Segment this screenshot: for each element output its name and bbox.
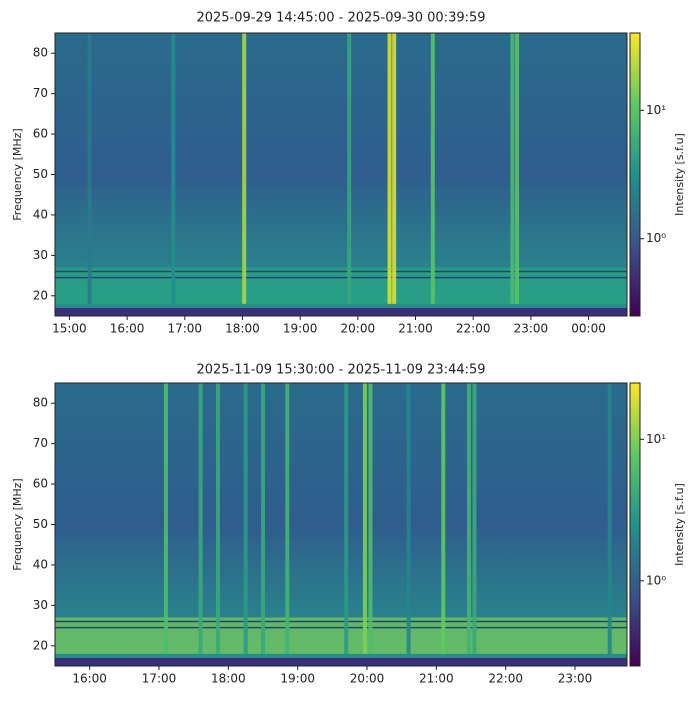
- y-tick-label: 20: [33, 288, 48, 302]
- burst: [406, 383, 411, 654]
- chart-title: 2025-09-29 14:45:00 - 2025-09-30 00:39:5…: [196, 11, 485, 26]
- y-tick-label: 80: [33, 396, 48, 410]
- band: [55, 267, 627, 304]
- burst: [171, 33, 176, 304]
- y-tick-label: 40: [33, 207, 48, 221]
- colorbar-tick-label: 10⁰: [646, 231, 666, 245]
- burst: [392, 33, 397, 304]
- y-tick-label: 20: [33, 638, 48, 652]
- burst: [368, 383, 373, 654]
- burst: [387, 33, 392, 304]
- colorbar-tick-label: 10⁰: [646, 573, 666, 587]
- x-tick-label: 15:00: [52, 322, 87, 336]
- y-tick-label: 30: [33, 248, 48, 262]
- x-tick-label: 21:00: [398, 322, 433, 336]
- colorbar-label: Intensity [s.f.u]: [673, 483, 686, 566]
- x-tick-label: 19:00: [280, 672, 315, 686]
- y-axis-label: Frequency [MHz]: [11, 128, 24, 220]
- x-tick-label: 22:00: [488, 672, 523, 686]
- x-tick-label: 17:00: [167, 322, 202, 336]
- burst: [430, 33, 435, 304]
- colorbar: [629, 32, 641, 317]
- y-tick-label: 40: [33, 557, 48, 571]
- burst: [285, 383, 290, 654]
- x-tick-label: 16:00: [110, 322, 145, 336]
- burst: [466, 383, 471, 654]
- colorbar: [629, 382, 641, 667]
- burst: [242, 33, 247, 304]
- x-tick-label: 21:00: [419, 672, 454, 686]
- x-tick-label: 16:00: [72, 672, 107, 686]
- y-tick-label: 70: [33, 436, 48, 450]
- burst: [87, 33, 92, 304]
- burst: [261, 383, 266, 654]
- band: [55, 307, 627, 316]
- y-tick-label: 30: [33, 598, 48, 612]
- band: [55, 657, 627, 666]
- burst: [510, 33, 515, 304]
- colorbar-tick-label: 10¹: [646, 103, 666, 117]
- x-tick-label: 17:00: [142, 672, 177, 686]
- burst: [344, 383, 349, 654]
- burst: [243, 383, 248, 654]
- band: [55, 617, 627, 654]
- y-tick-label: 80: [33, 46, 48, 60]
- burst: [215, 383, 220, 654]
- burst: [515, 33, 520, 304]
- burst: [472, 383, 477, 654]
- burst: [362, 383, 367, 654]
- y-tick-label: 70: [33, 86, 48, 100]
- burst: [163, 383, 168, 654]
- y-tick-label: 50: [33, 167, 48, 181]
- x-tick-label: 20:00: [341, 322, 376, 336]
- x-tick-label: 22:00: [456, 322, 491, 336]
- y-tick-label: 50: [33, 517, 48, 531]
- y-axis-label: Frequency [MHz]: [11, 478, 24, 570]
- x-tick-label: 18:00: [211, 672, 246, 686]
- colorbar-label: Intensity [s.f.u]: [673, 133, 686, 216]
- colorbar-tick-label: 10¹: [646, 432, 666, 446]
- y-tick-label: 60: [33, 127, 48, 141]
- y-tick-label: 60: [33, 477, 48, 491]
- x-tick-label: 00:00: [571, 322, 606, 336]
- x-tick-label: 20:00: [350, 672, 385, 686]
- x-tick-label: 23:00: [558, 672, 593, 686]
- x-tick-label: 18:00: [225, 322, 260, 336]
- burst: [198, 383, 203, 654]
- chart-title: 2025-11-09 15:30:00 - 2025-11-09 23:44:5…: [196, 363, 485, 378]
- x-tick-label: 23:00: [514, 322, 549, 336]
- burst: [441, 383, 446, 654]
- burst: [347, 33, 352, 304]
- x-tick-label: 19:00: [283, 322, 318, 336]
- burst: [607, 383, 612, 654]
